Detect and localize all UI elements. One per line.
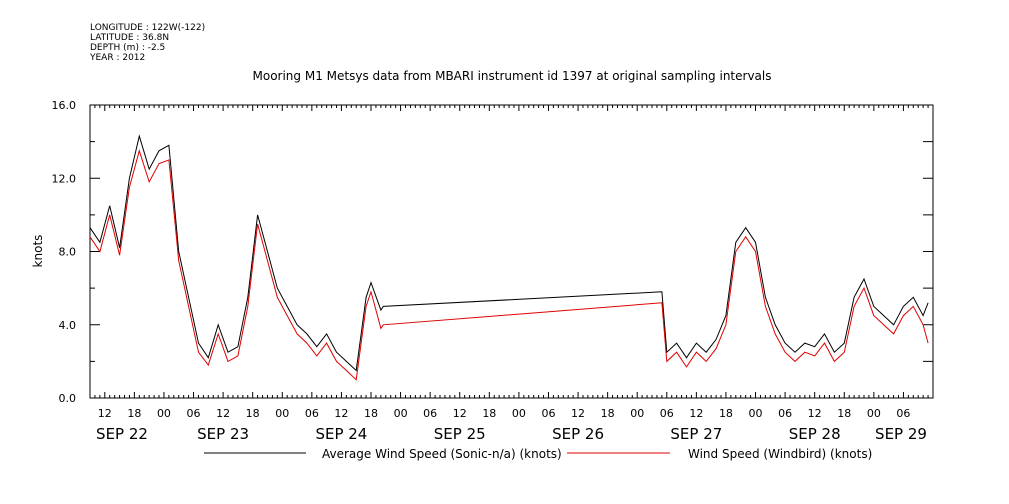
x-hour-label: 06 — [778, 407, 792, 420]
series-lines — [89, 134, 929, 381]
x-hour-label: 18 — [482, 407, 496, 420]
x-hour-label: 18 — [127, 407, 141, 420]
series-line-0 — [89, 134, 929, 372]
x-hour-label: 00 — [749, 407, 763, 420]
x-hour-label: 12 — [98, 407, 112, 420]
y-tick-label: 16.0 — [52, 99, 77, 112]
depth-text: DEPTH (m) : -2.5 — [90, 43, 165, 53]
y-axis-label: knots — [31, 235, 45, 268]
x-hour-label: 06 — [541, 407, 555, 420]
x-hour-label: 06 — [423, 407, 437, 420]
x-date-label: SEP 22 — [96, 425, 148, 443]
x-date-label: SEP 25 — [434, 425, 486, 443]
x-hour-label: 12 — [216, 407, 230, 420]
x-hour-label: 00 — [867, 407, 881, 420]
x-date-label: SEP 23 — [197, 425, 249, 443]
x-hour-label: 00 — [512, 407, 526, 420]
x-hour-label: 12 — [571, 407, 585, 420]
legend-label-sonic: Average Wind Speed (Sonic-n/a) (knots) — [322, 447, 562, 461]
y-axis: 0.0 4.0 8.0 12.0 16.0 — [52, 99, 933, 405]
chart-title: Mooring M1 Metsys data from MBARI instru… — [253, 69, 772, 83]
metadata-block: LONGITUDE : 122W(-122) LATITUDE : 36.8N … — [89, 23, 205, 63]
x-hour-label: 00 — [275, 407, 289, 420]
x-hour-label: 06 — [305, 407, 319, 420]
latitude-text: LATITUDE : 36.8N — [90, 33, 169, 43]
legend: Average Wind Speed (Sonic-n/a) (knots) W… — [204, 447, 872, 461]
x-hour-label: 18 — [246, 407, 260, 420]
x-hour-label: 12 — [808, 407, 822, 420]
x-hour-label: 12 — [689, 407, 703, 420]
y-tick-label: 8.0 — [59, 246, 77, 259]
x-hour-label: 00 — [157, 407, 171, 420]
legend-label-windbird: Wind Speed (Windbird) (knots) — [688, 447, 872, 461]
x-date-label: SEP 28 — [789, 425, 841, 443]
x-date-label: SEP 27 — [670, 425, 722, 443]
x-date-label: SEP 26 — [552, 425, 604, 443]
x-hour-label: 06 — [660, 407, 674, 420]
plot-frame — [89, 104, 934, 399]
x-hour-label: 06 — [187, 407, 201, 420]
x-hour-label: 00 — [630, 407, 644, 420]
series-line-1 — [89, 149, 929, 381]
y-tick-label: 0.0 — [59, 392, 77, 405]
x-hour-label: 00 — [394, 407, 408, 420]
x-hour-label: 18 — [719, 407, 733, 420]
longitude-text: LONGITUDE : 122W(-122) — [90, 23, 205, 33]
year-text: YEAR : 2012 — [89, 53, 145, 63]
x-hour-label: 18 — [601, 407, 615, 420]
x-date-label: SEP 29 — [875, 425, 927, 443]
x-hour-label: 06 — [896, 407, 910, 420]
x-axis: 12 18 00 06 12 18 00 06 12 18 00 06 12 18 00 06 12 18 00 06… — [89, 105, 934, 443]
x-hour-label: 18 — [837, 407, 851, 420]
x-hour-label: 12 — [453, 407, 467, 420]
y-tick-label: 4.0 — [59, 319, 77, 332]
y-tick-label: 12.0 — [52, 172, 77, 185]
x-date-label: SEP 24 — [315, 425, 367, 443]
x-hour-label: 18 — [364, 407, 378, 420]
x-hour-label: 12 — [334, 407, 348, 420]
